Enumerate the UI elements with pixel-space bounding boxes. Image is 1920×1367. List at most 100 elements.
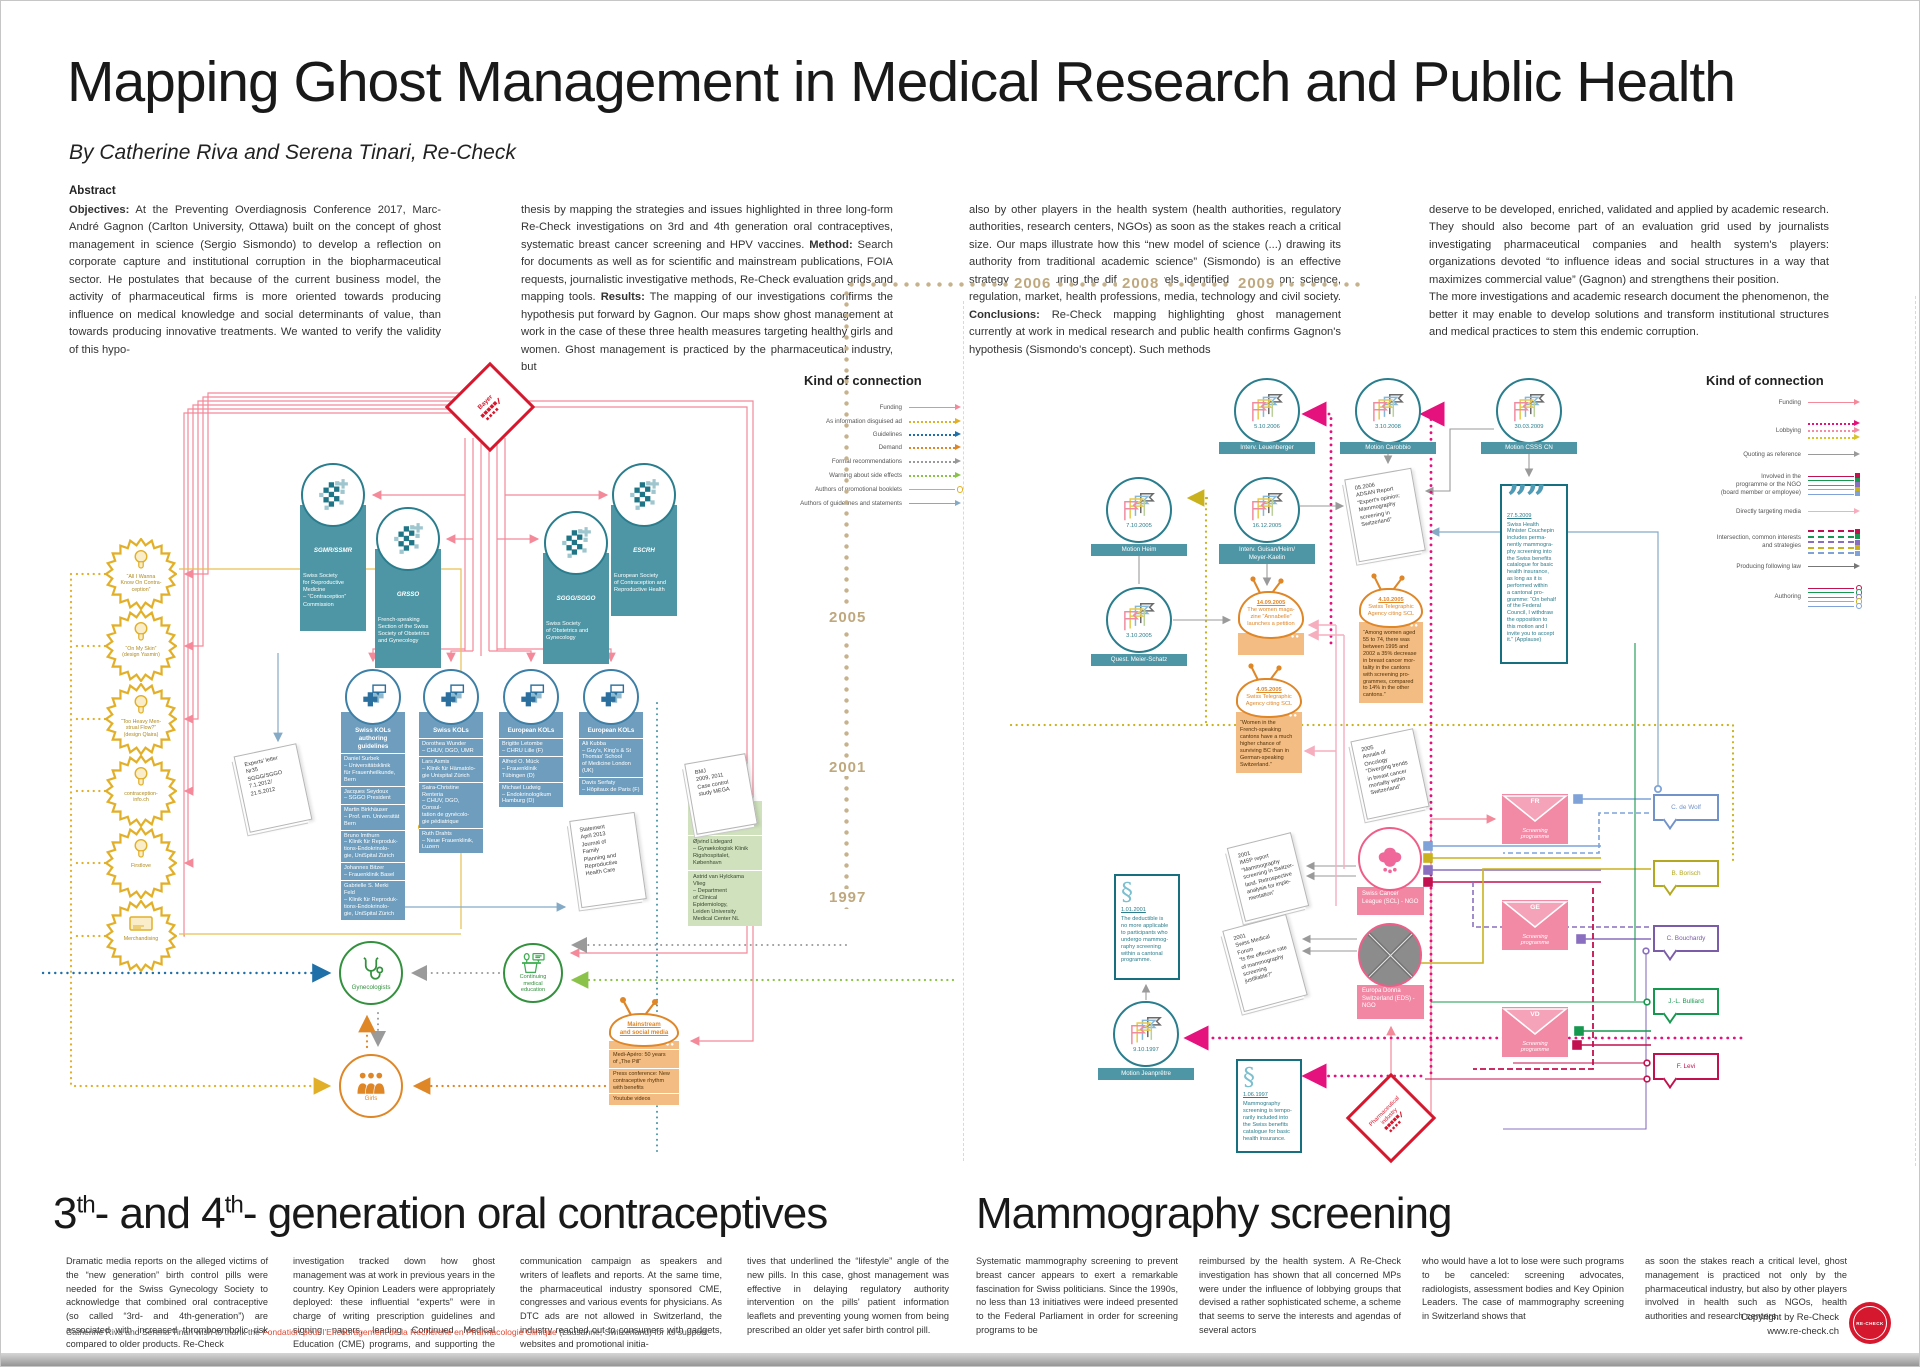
badge-label: “All I Wanna Know On Contra- ception”: [120, 574, 162, 593]
ack-text: Catherine Riva and Serena Tinari wish to…: [66, 1327, 263, 1337]
envelope-fr: FR Screening programme: [1501, 794, 1569, 844]
law-date: 1.06.1997: [1243, 1092, 1268, 1098]
targeting-media-line-icon: [1808, 507, 1860, 514]
copyright: Copyright by Re-Check www.re-check.ch: [1621, 1311, 1839, 1340]
quote-date: 27.5.2009: [1507, 512, 1532, 519]
motion-date: 5.10.2006: [1254, 423, 1280, 430]
envelope-vd: VD Screening programme: [1501, 1007, 1569, 1057]
media-item: Press conference: New contraceptive rhyt…: [609, 1067, 679, 1094]
motion-leuenberger-label: Interv. Leuenberger: [1219, 442, 1315, 454]
motion-heim-circle: 7.10.2005: [1106, 477, 1172, 543]
law-text: Mammography screening is tempo- rarily i…: [1243, 1100, 1292, 1142]
kol-member: Bruno Imthurn – Klinik für Reproduk- tio…: [341, 829, 405, 862]
kol-member: Michael Ludwig – Endokrinologikum Hambur…: [499, 781, 563, 808]
legend-label: Involved in the programme or the NGO (bo…: [1720, 473, 1801, 496]
legend-label: Warning about side effects: [829, 472, 902, 479]
bottom-col: communication campaign as speakers and w…: [520, 1256, 722, 1349]
person-name: C. Bouchardy: [1666, 935, 1706, 942]
person-borisch: B. Borisch: [1653, 860, 1719, 887]
section-heading-contraceptives: 3th- and 4th- generation oral contracept…: [53, 1189, 828, 1238]
society-desc: French-speaking Section of the Swiss Soc…: [378, 617, 430, 645]
person-name: J.-L. Bulliard: [1668, 998, 1704, 1005]
lightbulb-icon: [133, 693, 149, 717]
badge-contraception-booklet: “All I Wanna Know On Contra- ception”: [105, 538, 177, 610]
motion-csss-circle: 30.03.2009: [1496, 378, 1562, 444]
ack-text: (Lausanne, Switzerland) for its support.: [556, 1327, 709, 1337]
legend-label: Producing following law: [1736, 563, 1801, 570]
envelope-icon: [1501, 1007, 1569, 1057]
abstract-col-2: thesis by mapping the strategies and iss…: [521, 204, 894, 374]
person-bulliard: J.-L. Bulliard: [1653, 988, 1719, 1015]
motion-date: 3.10.2008: [1375, 423, 1401, 430]
flags-icon: [1510, 393, 1548, 423]
intersection-line-icon: [1808, 539, 1860, 545]
eds-ngo-circle: [1358, 923, 1422, 987]
society-sggg-circle: [544, 511, 608, 575]
lightbulb-icon: [133, 837, 149, 861]
motion-csss-label: Motion CSSS CN: [1481, 442, 1577, 454]
legend-item: Lobbying: [1591, 415, 1860, 447]
cme-label: Continuing medical education: [519, 974, 547, 994]
legend-item: Funding: [702, 403, 961, 412]
badge-firstlove: Firstlove: [105, 827, 177, 899]
tv-dots-icon: ●●: [1288, 713, 1298, 720]
kol-group-swiss-authoring: Swiss KOLs authoring guidelines Daniel S…: [341, 669, 405, 920]
authoring-line-icon: [1808, 602, 1862, 609]
quote-icon: ””: [1507, 478, 1546, 520]
lightbulb-icon: [133, 620, 149, 644]
badge-label: “Too Heavy Men- strual Flow?” (design Ql…: [120, 719, 162, 738]
society-desc: Swiss Society for Reproductive Medicine …: [303, 573, 347, 608]
bottom-col: investigation tracked down how ghost man…: [293, 1256, 495, 1363]
society-sgmr-circle: [301, 463, 365, 527]
legend-item: Warning about side effects: [702, 472, 961, 480]
funding-line-icon: [1808, 398, 1860, 405]
badge-label: “On My Skin” (design Yasmin): [122, 646, 160, 659]
legend-label: Quoting as reference: [1743, 451, 1801, 458]
society-desc: European Society of Contraception and Re…: [614, 573, 666, 594]
legend-left-title: Kind of connection: [804, 373, 922, 388]
kol-circle: [503, 669, 559, 725]
promotional-booklets-line-icon: [909, 486, 963, 493]
lobbying-line-icon: [1808, 434, 1860, 441]
person-de-wolf: C. de Wolf: [1653, 794, 1719, 821]
kol-member: Dorothea Wunder – CHUV, DGO, UMR: [419, 737, 483, 757]
involved-line-icon: [1808, 482, 1860, 488]
kol-member: Gabrielle S. Merki Feld – Klinik für Rep…: [341, 880, 405, 920]
legend-label: Lobbying: [1775, 427, 1801, 435]
annabelle-node: 14.09.2005 The women maga- zine “Annabel…: [1238, 576, 1304, 655]
canton-code: VD: [1530, 1011, 1540, 1018]
involved-line-icon: [1808, 491, 1860, 497]
envelope-label: Screening programme: [1520, 1040, 1550, 1054]
envelope-ge: GE Screening programme: [1501, 900, 1569, 950]
side-effects-line-icon: [909, 472, 961, 479]
paragraph-icon: §: [1243, 1063, 1255, 1091]
tv-title: The women maga- zine “Annabelle” launche…: [1247, 607, 1295, 628]
pocket-booklet-icon: [129, 916, 153, 931]
researcher: Øjvind Lidegard – Gynækologisk Klinik Ri…: [688, 835, 762, 870]
flags-icon: [1248, 393, 1286, 423]
badge-label: Merchandising: [123, 936, 159, 942]
society-grsso-circle: [376, 507, 440, 571]
person-bouchardy: C. Bouchardy: [1653, 925, 1719, 952]
media-balloon: Mainstream and social media: [609, 1013, 679, 1047]
timeline-horizontal: [849, 282, 1361, 287]
legend-label: Authors of promotional booklets: [814, 486, 902, 493]
legend-label: As information disguised ad: [825, 418, 902, 425]
society-logo-icon: [627, 478, 661, 512]
society-abbr: SGGG/SGGO: [556, 595, 596, 602]
legend-item: Guidelines: [702, 431, 961, 439]
legend-item: Formal recommendations: [702, 458, 961, 466]
paragraph-icon: §: [1121, 878, 1133, 906]
guidelines-line-icon: [909, 431, 961, 438]
section-heading-mammography: Mammography screening: [976, 1189, 1452, 1238]
year-2005: 2005: [824, 609, 872, 626]
legend-item: Quoting as reference: [1591, 450, 1860, 459]
copyright-line: Copyright by Re-Check: [1740, 1312, 1839, 1323]
kol-member: Jacques Seydoux – SGGO President: [341, 785, 405, 805]
authoring-line-icon: [1808, 589, 1862, 596]
kol-member: Martin Birkhäuser – Prof. em. Universitä…: [341, 804, 405, 830]
researcher: Astrid van Hylckama Vlieg – Department o…: [688, 869, 762, 926]
guidelines-authors-line-icon: [909, 499, 961, 506]
bottom-col: tives that underlined the “lifestyle” an…: [747, 1256, 949, 1335]
